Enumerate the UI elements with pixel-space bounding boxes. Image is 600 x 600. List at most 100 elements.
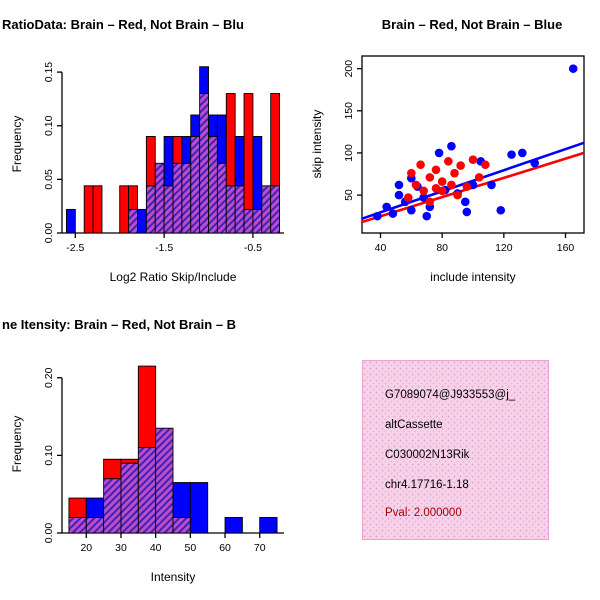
scatter-title: Brain – Red, Not Brain – Blue bbox=[381, 17, 563, 32]
x-tick-label: 40 bbox=[150, 542, 162, 554]
panel-gene-info: G7089074@J933553@j_ altCassette C030002N… bbox=[300, 300, 600, 600]
info-pval: Pval: 2.000000 bbox=[385, 507, 462, 519]
scatter-point-red bbox=[437, 177, 447, 186]
hist-bar-overlap bbox=[190, 136, 201, 234]
scatter-point-blue bbox=[460, 197, 470, 207]
ratio-histogram-plot: -2.5 -1.5 -0.5 0.00 0.05 0.10 0.15 bbox=[43, 62, 284, 254]
hist-bar-overlap bbox=[243, 208, 254, 234]
scatter-point-red bbox=[419, 186, 428, 196]
y-tick-label: 0.00 bbox=[43, 523, 55, 544]
hist-bar-blue bbox=[137, 208, 147, 234]
scatter-plot: 40 80 120 160 50 100 150 200 bbox=[343, 55, 585, 254]
scatter-point-red bbox=[431, 184, 441, 193]
scatter-point-red bbox=[403, 193, 413, 202]
gene-histogram-title: ne Itensity: Brain – Red, Not Brain – B bbox=[2, 317, 237, 332]
hist-bar-blue bbox=[199, 66, 209, 94]
hist-bar-red bbox=[225, 93, 236, 187]
scatter-point-red bbox=[425, 173, 435, 182]
scatter-point-red bbox=[462, 182, 472, 191]
x-tick-label: 20 bbox=[80, 542, 92, 554]
x-tick-label: 80 bbox=[436, 242, 448, 254]
scatter-ylabel: skip intensity bbox=[310, 109, 324, 179]
x-tick-label: 160 bbox=[557, 242, 575, 254]
panel-ratio-histogram: RatioData: Brain – Red, Not Brain – Blu … bbox=[0, 0, 300, 300]
info-gene-id: G7089074@J933553@j_ bbox=[385, 389, 516, 401]
panel-gene-histogram: ne Itensity: Brain – Red, Not Brain – B … bbox=[0, 300, 300, 600]
scatter-point-red bbox=[474, 173, 484, 182]
hist-bar-blue bbox=[181, 136, 192, 164]
hist-bar-blue bbox=[234, 136, 245, 187]
scatter-point-blue bbox=[434, 148, 444, 158]
info-box-dot-texture bbox=[363, 361, 548, 539]
hist-bar-overlap bbox=[270, 185, 281, 234]
scatter-point-red bbox=[444, 157, 453, 166]
hist-bar-blue bbox=[216, 114, 227, 164]
gene-info-box: G7089074@J933553@j_ altCassette C030002N… bbox=[362, 360, 549, 540]
x-tick-label: 60 bbox=[219, 542, 231, 554]
scatter-point-blue bbox=[388, 209, 398, 218]
y-tick-label: 50 bbox=[343, 189, 355, 201]
info-locus: chr4.17716-1.18 bbox=[385, 479, 469, 491]
y-tick-label: 0.15 bbox=[43, 62, 55, 83]
scatter-point-blue bbox=[568, 64, 578, 73]
scatter-point-red bbox=[481, 160, 490, 170]
ratio-histogram-xlabel: Log2 Ratio Skip/Include bbox=[109, 270, 237, 284]
scatter-point-blue bbox=[507, 150, 516, 159]
y-tick-label: 0.00 bbox=[43, 223, 55, 244]
hist-bar-overlap bbox=[145, 185, 156, 234]
x-tick-label: -0.5 bbox=[244, 242, 262, 254]
hist-bar-red bbox=[137, 365, 157, 449]
hist-bar-blue bbox=[252, 136, 263, 210]
x-tick-label: 120 bbox=[495, 242, 513, 254]
y-tick-label: 0.20 bbox=[43, 367, 55, 388]
y-tick-label: 100 bbox=[343, 144, 355, 162]
x-tick-label: 70 bbox=[254, 542, 266, 554]
gene-histogram-xlabel: Intensity bbox=[150, 570, 196, 584]
plot-box bbox=[361, 55, 585, 234]
hist-bar-overlap bbox=[68, 517, 87, 534]
scatter-point-blue bbox=[419, 193, 428, 202]
hist-bar-overlap bbox=[172, 517, 191, 534]
hist-bar-overlap bbox=[216, 162, 227, 234]
y-tick-label: 0.10 bbox=[43, 115, 55, 136]
hist-bar-blue bbox=[259, 517, 278, 534]
hist-bar-red bbox=[68, 497, 87, 518]
scatter-point-blue bbox=[407, 205, 416, 215]
ratio-histogram-title: RatioData: Brain – Red, Not Brain – Blu bbox=[2, 17, 244, 32]
hist-bar-overlap bbox=[172, 162, 183, 234]
hist-bar-overlap bbox=[155, 427, 174, 534]
hist-bar-red bbox=[243, 93, 254, 210]
scatter-point-red bbox=[407, 168, 416, 178]
panel-intensity-scatter: Brain – Red, Not Brain – Blue 40 80 120 160… bbox=[300, 0, 600, 300]
hist-bar-red bbox=[119, 185, 130, 234]
hist-bar-overlap bbox=[137, 447, 157, 534]
hist-bar-blue bbox=[172, 482, 191, 518]
hist-bar-overlap bbox=[163, 185, 174, 234]
hist-bar-red bbox=[83, 185, 94, 234]
hist-bar-red bbox=[120, 458, 139, 464]
hist-bar-overlap bbox=[261, 185, 272, 234]
scatter-point-blue bbox=[487, 180, 496, 190]
hist-bar-blue bbox=[65, 208, 76, 234]
hist-bar-overlap bbox=[208, 136, 218, 234]
y-tick-label: 0.10 bbox=[43, 445, 55, 466]
hist-bar-red bbox=[92, 185, 103, 234]
hist-bar-overlap bbox=[103, 478, 122, 534]
scatter-xlabel: include intensity bbox=[430, 270, 516, 284]
scatter-point-blue bbox=[518, 148, 527, 158]
scatter-point-blue bbox=[462, 207, 472, 217]
x-tick-label: 30 bbox=[115, 542, 127, 554]
scatter-point-blue bbox=[447, 141, 456, 151]
scatter-point-blue bbox=[373, 211, 382, 221]
y-tick-label: 200 bbox=[343, 60, 355, 78]
hist-bar-red bbox=[128, 185, 138, 210]
hist-bar-blue bbox=[85, 497, 105, 518]
info-event-type: altCassette bbox=[385, 419, 443, 431]
hist-bar-blue bbox=[224, 517, 243, 534]
ratio-histogram-ylabel: Frequency bbox=[10, 115, 24, 173]
scatter-point-blue bbox=[422, 211, 432, 221]
hist-bar-overlap bbox=[199, 93, 209, 234]
hist-bar-overlap bbox=[128, 208, 138, 234]
hist-bar-overlap bbox=[234, 185, 245, 234]
